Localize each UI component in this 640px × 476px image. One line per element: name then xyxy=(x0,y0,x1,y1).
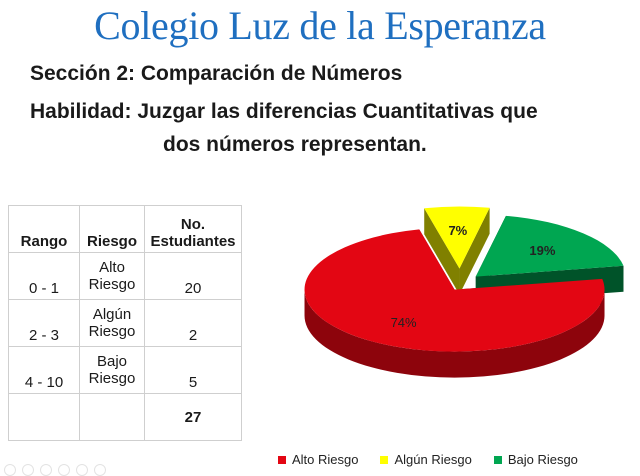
slice-side-wall xyxy=(424,208,460,295)
data-label: 7% xyxy=(448,223,467,238)
col-header-riesgo: Riesgo xyxy=(79,205,145,253)
table-header-row: Rango Riesgo No. Estudiantes xyxy=(8,205,242,253)
cell-estudiantes: 2 xyxy=(144,299,242,347)
cell-riesgo: Bajo Riesgo xyxy=(79,346,145,394)
table-total-row: 27 xyxy=(8,393,242,441)
col-header-estudiantes-line1: No. xyxy=(180,216,206,233)
table-row: 4 - 10 Bajo Riesgo 5 xyxy=(8,346,242,394)
legend-label: Algún Riesgo xyxy=(394,452,472,467)
total-estudiantes: 27 xyxy=(144,393,242,441)
pie-slice-alto-riesgo xyxy=(304,229,605,352)
pie-chart: 74% 7% 19% xyxy=(304,206,624,378)
legend-label: Bajo Riesgo xyxy=(507,452,578,467)
legend-swatch xyxy=(380,455,389,464)
table-row: 2 - 3 Algún Riesgo 2 xyxy=(8,299,242,347)
skill-line-2: dos números representan. xyxy=(163,133,427,156)
cell-riesgo-line1: Algún xyxy=(92,306,132,323)
slide-control-icon[interactable] xyxy=(4,464,16,476)
cell-rango: 2 - 3 xyxy=(8,299,80,347)
risk-table: Rango Riesgo No. Estudiantes 0 - 1 Alto … xyxy=(8,205,242,441)
cell-rango: 0 - 1 xyxy=(8,252,80,300)
cell-riesgo-line2: Riesgo xyxy=(88,276,136,293)
slide-control-icon[interactable] xyxy=(76,464,88,476)
cell-estudiantes: 20 xyxy=(144,252,242,300)
slide-controls xyxy=(4,464,106,476)
cell-riesgo-line2: Riesgo xyxy=(88,370,136,387)
slide-control-icon[interactable] xyxy=(94,464,106,476)
chart-legend: Alto Riesgo Algún Riesgo Bajo Riesgo xyxy=(278,452,578,467)
slide-control-icon[interactable] xyxy=(58,464,70,476)
legend-item: Bajo Riesgo xyxy=(493,452,578,467)
legend-label: Alto Riesgo xyxy=(292,452,359,467)
cell-riesgo-line1: Alto xyxy=(99,259,125,276)
pie-slice-bajo-riesgo xyxy=(475,215,624,277)
slide-control-icon[interactable] xyxy=(40,464,52,476)
slice-outer-wall xyxy=(304,289,605,378)
cell-riesgo: Algún Riesgo xyxy=(79,299,145,347)
legend-swatch xyxy=(278,455,286,464)
col-header-rango: Rango xyxy=(8,205,80,253)
section-heading: Sección 2: Comparación de Números xyxy=(30,62,403,85)
legend-item: Alto Riesgo xyxy=(278,452,358,467)
pie-slice-alg-n-riesgo xyxy=(424,206,490,269)
col-header-estudiantes-line2: Estudiantes xyxy=(150,233,236,250)
cell-rango: 4 - 10 xyxy=(8,346,80,394)
data-label: 74% xyxy=(391,315,417,330)
data-label: 19% xyxy=(529,243,555,258)
cell-riesgo-line1: Bajo xyxy=(96,353,128,370)
page-title: Colegio Luz de la Esperanza xyxy=(94,3,546,48)
cell-empty xyxy=(8,393,80,441)
legend-item: Algún Riesgo xyxy=(380,452,472,467)
col-header-estudiantes: No. Estudiantes xyxy=(144,205,242,253)
legend-swatch xyxy=(493,455,502,464)
slide-control-icon[interactable] xyxy=(22,464,34,476)
table-row: 0 - 1 Alto Riesgo 20 xyxy=(8,252,242,300)
cell-estudiantes: 5 xyxy=(144,346,242,394)
slice-side-wall xyxy=(459,207,490,295)
cell-riesgo: Alto Riesgo xyxy=(79,252,145,300)
skill-line-1: Habilidad: Juzgar las diferencias Cuanti… xyxy=(30,100,538,123)
cell-empty xyxy=(79,393,145,441)
cell-riesgo-line2: Riesgo xyxy=(88,323,136,340)
